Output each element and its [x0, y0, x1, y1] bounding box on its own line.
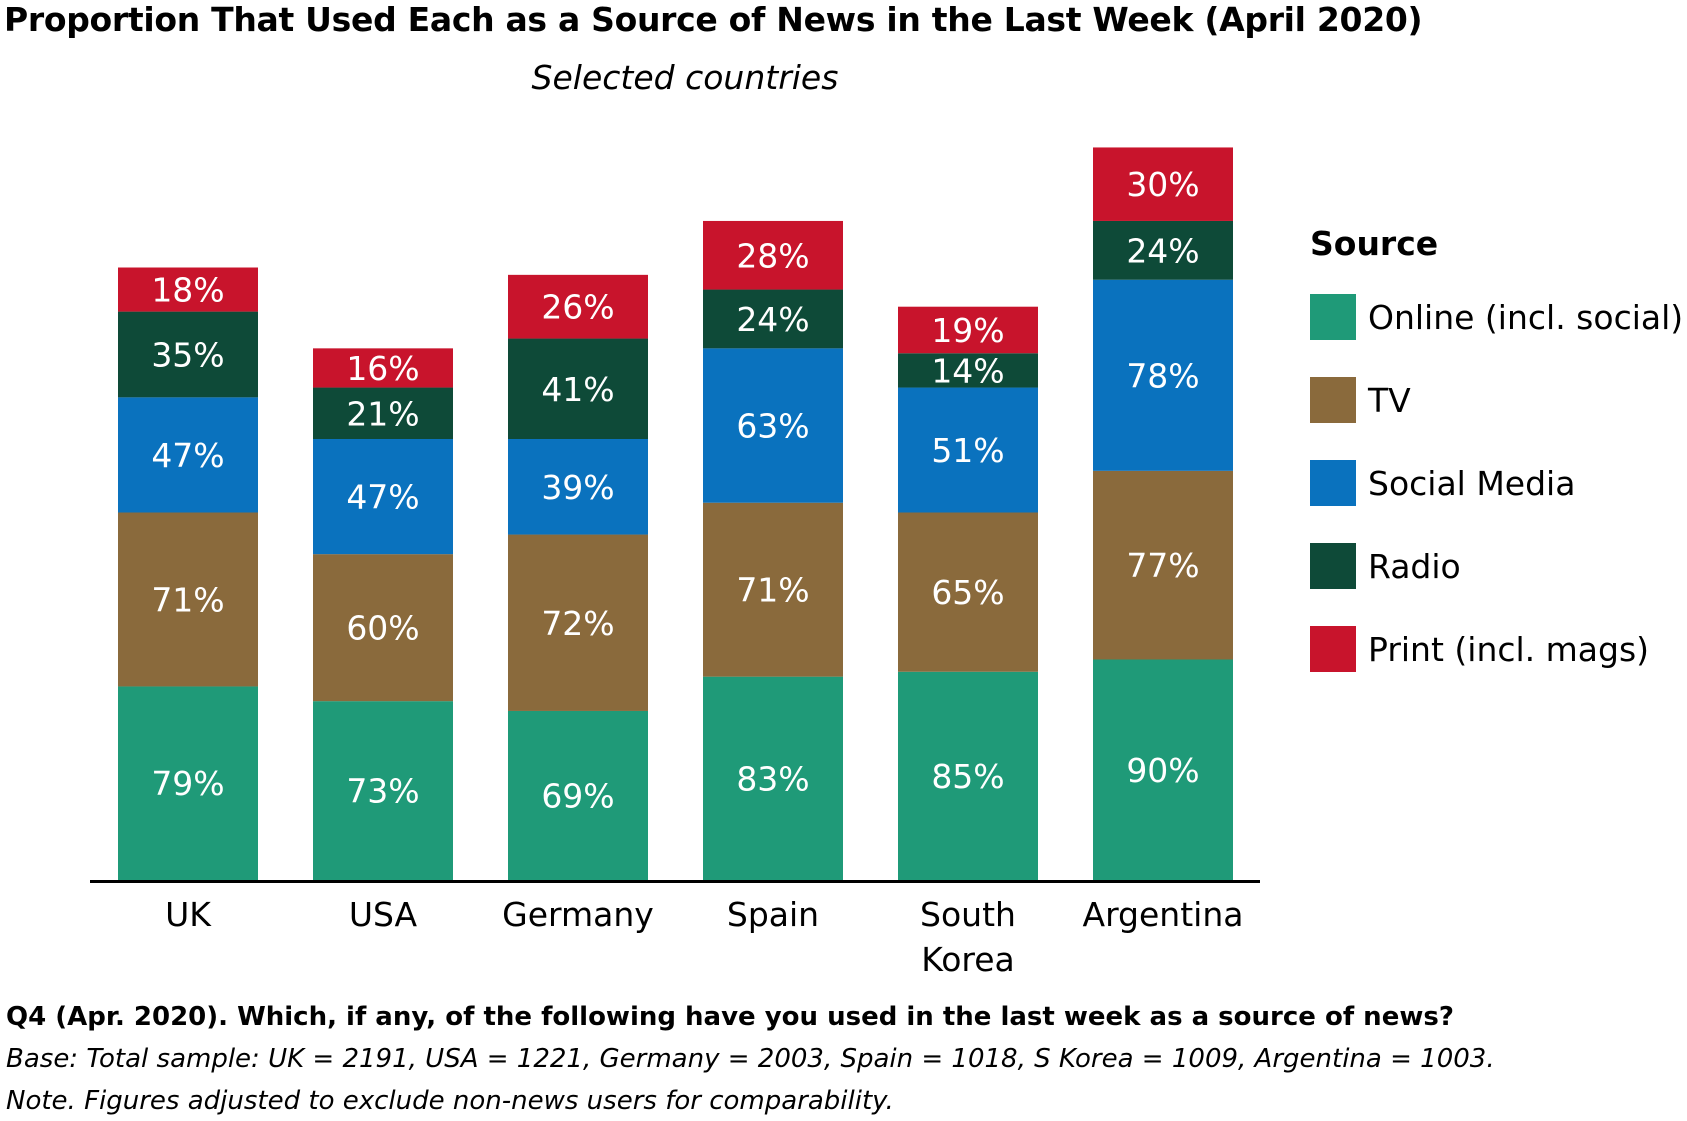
bar-segment-argentina-0: [1093, 659, 1233, 880]
footer-note: Note. Figures adjusted to exclude non-ne…: [6, 1086, 894, 1116]
bar-segment-usa-3: [313, 387, 453, 439]
bar-segment-usa-1: [313, 554, 453, 702]
x-tick-label: South: [920, 895, 1016, 934]
data-label: 79%: [151, 764, 224, 803]
data-label: 21%: [346, 394, 419, 433]
footer-base: Base: Total sample: UK = 2191, USA = 122…: [6, 1044, 1495, 1074]
legend-item: TV: [1310, 377, 1411, 423]
chart-title: Proportion That Used Each as a Source of…: [4, 0, 1423, 39]
x-tick-label: Argentina: [1083, 895, 1244, 934]
bar-segment-south-korea-2: [898, 387, 1038, 513]
data-label: 41%: [541, 370, 614, 409]
stacked-bar-chart: 79% 71% 47% 35% 18% UK 73% 60% 47% 21% 16% USA 69% 72…: [90, 147, 1260, 979]
bar-segment-argentina-4: [1093, 147, 1233, 221]
data-label: 39%: [541, 468, 614, 507]
bar-segment-uk-1: [118, 512, 258, 687]
data-label: 77%: [1126, 546, 1199, 585]
bar-segment-usa-0: [313, 701, 453, 880]
bar-segment-south-korea-0: [898, 671, 1038, 880]
bar-segment-south-korea-4: [898, 306, 1038, 354]
data-label: 28%: [736, 236, 809, 275]
legend-label: Radio: [1368, 546, 1461, 586]
footer-question: Q4 (Apr. 2020). Which, if any, of the fo…: [6, 1002, 1454, 1032]
bar-segment-usa-4: [313, 348, 453, 388]
legend-label: Print (incl. mags): [1368, 629, 1650, 669]
x-tick-label: Korea: [921, 940, 1015, 979]
data-label: 71%: [736, 571, 809, 610]
bar-segment-uk-2: [118, 397, 258, 513]
x-tick-label: Spain: [727, 895, 819, 934]
bar-segment-germany-1: [508, 534, 648, 711]
legend-swatch: [1310, 377, 1356, 423]
bar-segment-south-korea-3: [898, 353, 1038, 388]
bar-segment-germany-2: [508, 439, 648, 535]
data-label: 24%: [736, 300, 809, 339]
legend-swatch: [1310, 543, 1356, 589]
legend-label: Online (incl. social): [1368, 297, 1684, 337]
bar-segment-spain-3: [703, 289, 843, 349]
bar-segment-spain-4: [703, 220, 843, 290]
data-label: 18%: [151, 271, 224, 310]
bar-segment-argentina-1: [1093, 470, 1233, 660]
data-label: 69%: [541, 776, 614, 815]
data-label: 90%: [1126, 751, 1199, 790]
data-label: 78%: [1126, 356, 1199, 395]
legend-item: Social Media: [1310, 460, 1575, 506]
data-label: 51%: [931, 431, 1004, 470]
bar-segment-uk-0: [118, 686, 258, 880]
bar-segment-germany-4: [508, 274, 648, 339]
data-label: 73%: [346, 772, 419, 811]
bar-segment-uk-4: [118, 267, 258, 312]
x-tick-label: UK: [165, 895, 212, 934]
data-label: 63%: [736, 407, 809, 446]
bar-segment-uk-3: [118, 311, 258, 398]
data-label: 14%: [931, 351, 1004, 390]
bar-segment-usa-2: [313, 439, 453, 555]
data-label: 35%: [151, 335, 224, 374]
bar-segment-germany-3: [508, 338, 648, 439]
legend-swatch: [1310, 294, 1356, 340]
data-label: 16%: [346, 349, 419, 388]
legend-label: Social Media: [1368, 463, 1576, 503]
legend-item: Online (incl. social): [1310, 294, 1683, 340]
legend-item: Radio: [1310, 543, 1461, 589]
data-label: 85%: [931, 757, 1004, 796]
data-label: 30%: [1126, 165, 1199, 204]
legend-swatch: [1310, 626, 1356, 672]
data-label: 47%: [346, 478, 419, 517]
bar-segment-germany-0: [508, 710, 648, 880]
data-label: 83%: [736, 759, 809, 798]
chart-subtitle: Selected countries: [531, 58, 839, 97]
data-label: 71%: [151, 580, 224, 619]
bar-segment-argentina-3: [1093, 220, 1233, 280]
legend-label: TV: [1368, 380, 1411, 420]
data-label: 24%: [1126, 231, 1199, 270]
x-tick-label: Germany: [502, 895, 654, 934]
data-label: 19%: [931, 311, 1004, 350]
data-label: 60%: [346, 609, 419, 648]
data-label: 72%: [541, 604, 614, 643]
legend-swatch: [1310, 460, 1356, 506]
legend-item: Print (incl. mags): [1310, 626, 1649, 672]
bar-segment-spain-0: [703, 676, 843, 880]
data-label: 65%: [931, 573, 1004, 612]
bar-segment-south-korea-1: [898, 512, 1038, 672]
x-tick-label: USA: [349, 895, 418, 934]
bar-segment-spain-1: [703, 502, 843, 677]
bar-segment-spain-2: [703, 348, 843, 503]
data-label: 47%: [151, 436, 224, 475]
bar-segment-argentina-2: [1093, 279, 1233, 471]
legend-title: Source: [1310, 224, 1439, 263]
data-label: 26%: [541, 288, 614, 327]
